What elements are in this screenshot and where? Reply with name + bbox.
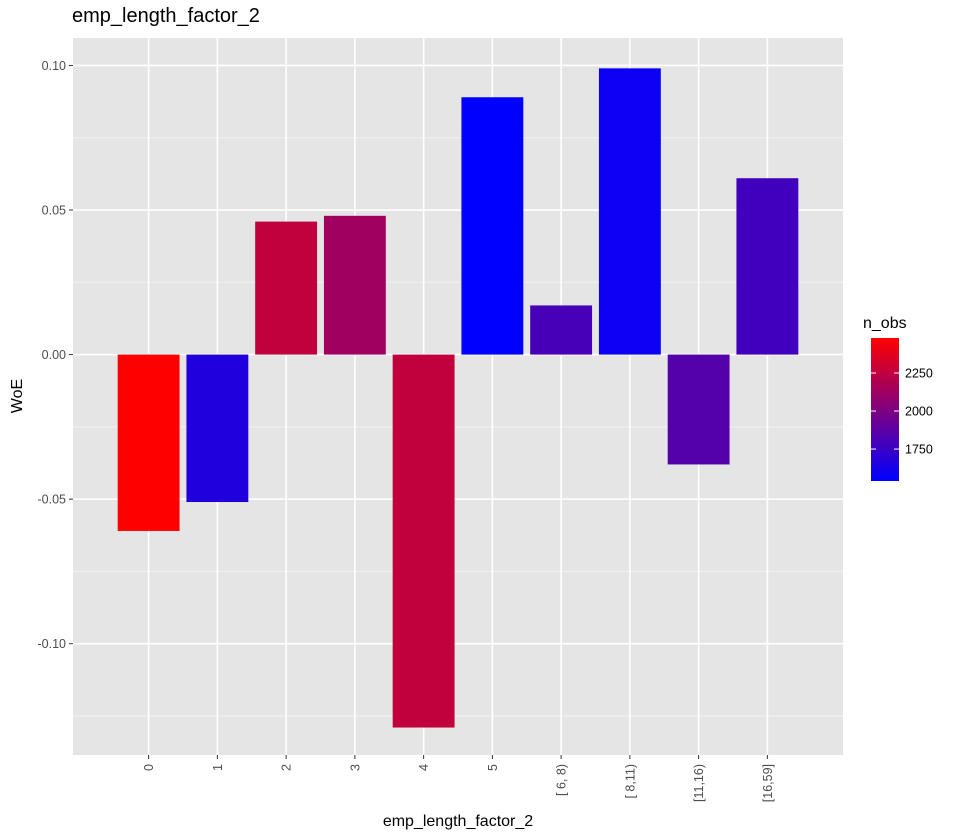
x-tick-label: [ 6, 8) (555, 764, 569, 796)
x-tick-label: 1 (211, 764, 225, 771)
bars (117, 68, 799, 728)
bar-6 (530, 305, 593, 355)
x-tick-label: 4 (417, 764, 431, 771)
y-tick-label: 0.05 (42, 204, 66, 218)
bar-4 (392, 354, 455, 728)
legend-tick-label: 1750 (905, 443, 933, 457)
bar-1 (186, 354, 249, 503)
legend-tick-label: 2000 (905, 405, 933, 419)
legend-title: n_obs (863, 315, 907, 332)
bar-3 (323, 215, 386, 355)
y-axis-ticks: 0.10 0.05 0.00 -0.05 -0.10 (38, 59, 73, 651)
bar-2 (255, 221, 318, 355)
y-tick-label: 0.00 (42, 348, 66, 362)
x-tick-label: [ 8,11) (623, 764, 637, 799)
x-tick-label: 3 (348, 764, 362, 771)
bar-5 (461, 97, 524, 355)
x-tick-label: 5 (486, 764, 500, 771)
x-tick-label: [16,59] (761, 764, 775, 802)
y-axis-title: WoE (9, 379, 26, 413)
x-axis-title: emp_length_factor_2 (383, 813, 533, 830)
x-tick-label: [11,16) (692, 764, 706, 802)
legend-ticks: 1750 2000 2250 (871, 366, 933, 457)
y-tick-label: 0.10 (42, 59, 66, 73)
y-tick-label: -0.10 (38, 637, 67, 651)
bar-0 (117, 354, 180, 531)
bar-9 (736, 178, 799, 355)
chart-title: emp_length_factor_2 (72, 5, 260, 27)
x-axis-ticks: 0 1 2 3 4 5 [ 6, 8) [ 8,11) [11,16) [16,59] (142, 755, 775, 802)
legend-tick-label: 2250 (905, 366, 933, 380)
bar-8 (667, 354, 730, 465)
y-tick-label: -0.05 (38, 493, 67, 507)
x-tick-label: 2 (280, 764, 294, 771)
x-tick-label: 0 (142, 764, 156, 771)
legend-colorbar (871, 338, 899, 481)
bar-7 (598, 68, 661, 355)
legend: n_obs 1750 2000 2250 (863, 315, 933, 481)
